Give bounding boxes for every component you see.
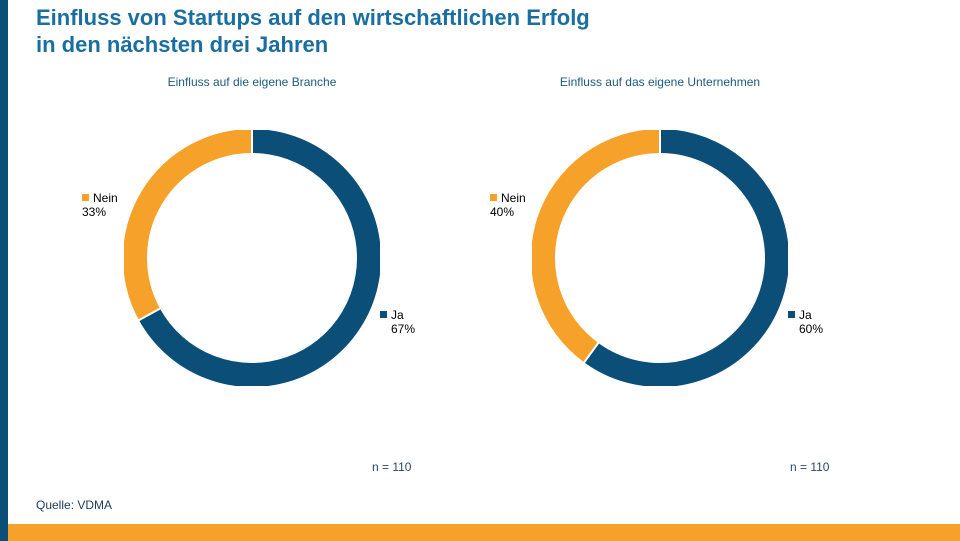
chart-1-legend-swatch-nein [82,194,89,201]
chart-2-slice-separator [582,341,600,364]
left-accent-bar [0,0,8,541]
chart-2-label-ja: Ja 60% [788,308,823,336]
chart-2-label-ja-name: Ja [799,308,812,322]
chart-1-slice-separator [137,307,162,322]
chart-2-subtitle: Einfluss auf das eigene Unternehmen [559,75,761,89]
chart-1-label-nein-name: Nein [93,191,118,205]
chart-2-label-nein: Nein 40% [490,191,526,219]
chart-2-slice-nein [532,130,661,363]
chart-2-legend-swatch-nein [490,194,497,201]
chart-2-slice-ja [584,130,788,386]
chart-1-label-nein: Nein 33% [82,191,118,219]
chart-1-label-ja-name: Ja [391,308,404,322]
chart-1-subtitle: Einfluss auf die eigene Branche [167,75,337,89]
title-line-1: Einfluss von Startups auf den wirtschaft… [36,5,590,30]
chart-1-donut [124,130,380,386]
bottom-accent-bar [8,524,960,541]
chart-1-slice-nein [124,130,253,321]
chart-2-legend-swatch-ja [788,311,795,318]
source-note: Quelle: VDMA [36,498,113,512]
chart-2-label-nein-name: Nein [501,191,526,205]
chart-title: Einfluss von Startups auf den wirtschaft… [36,4,896,58]
title-line-2: in den nächsten drei Jahren [36,32,329,57]
chart-1-slice-ja [138,130,380,386]
chart-2-sample-size: n = 110 [790,460,830,474]
chart-2-label-ja-value: 60% [799,322,824,336]
chart-2-label-nein-value: 40% [490,205,515,219]
chart-1-legend-swatch-ja [380,311,387,318]
chart-1-label-nein-value: 33% [82,205,107,219]
chart-2-donut [532,130,788,386]
chart-1-sample-size: n = 110 [372,460,412,474]
chart-1-label-ja-value: 67% [391,322,416,336]
chart-1-label-ja: Ja 67% [380,308,415,336]
